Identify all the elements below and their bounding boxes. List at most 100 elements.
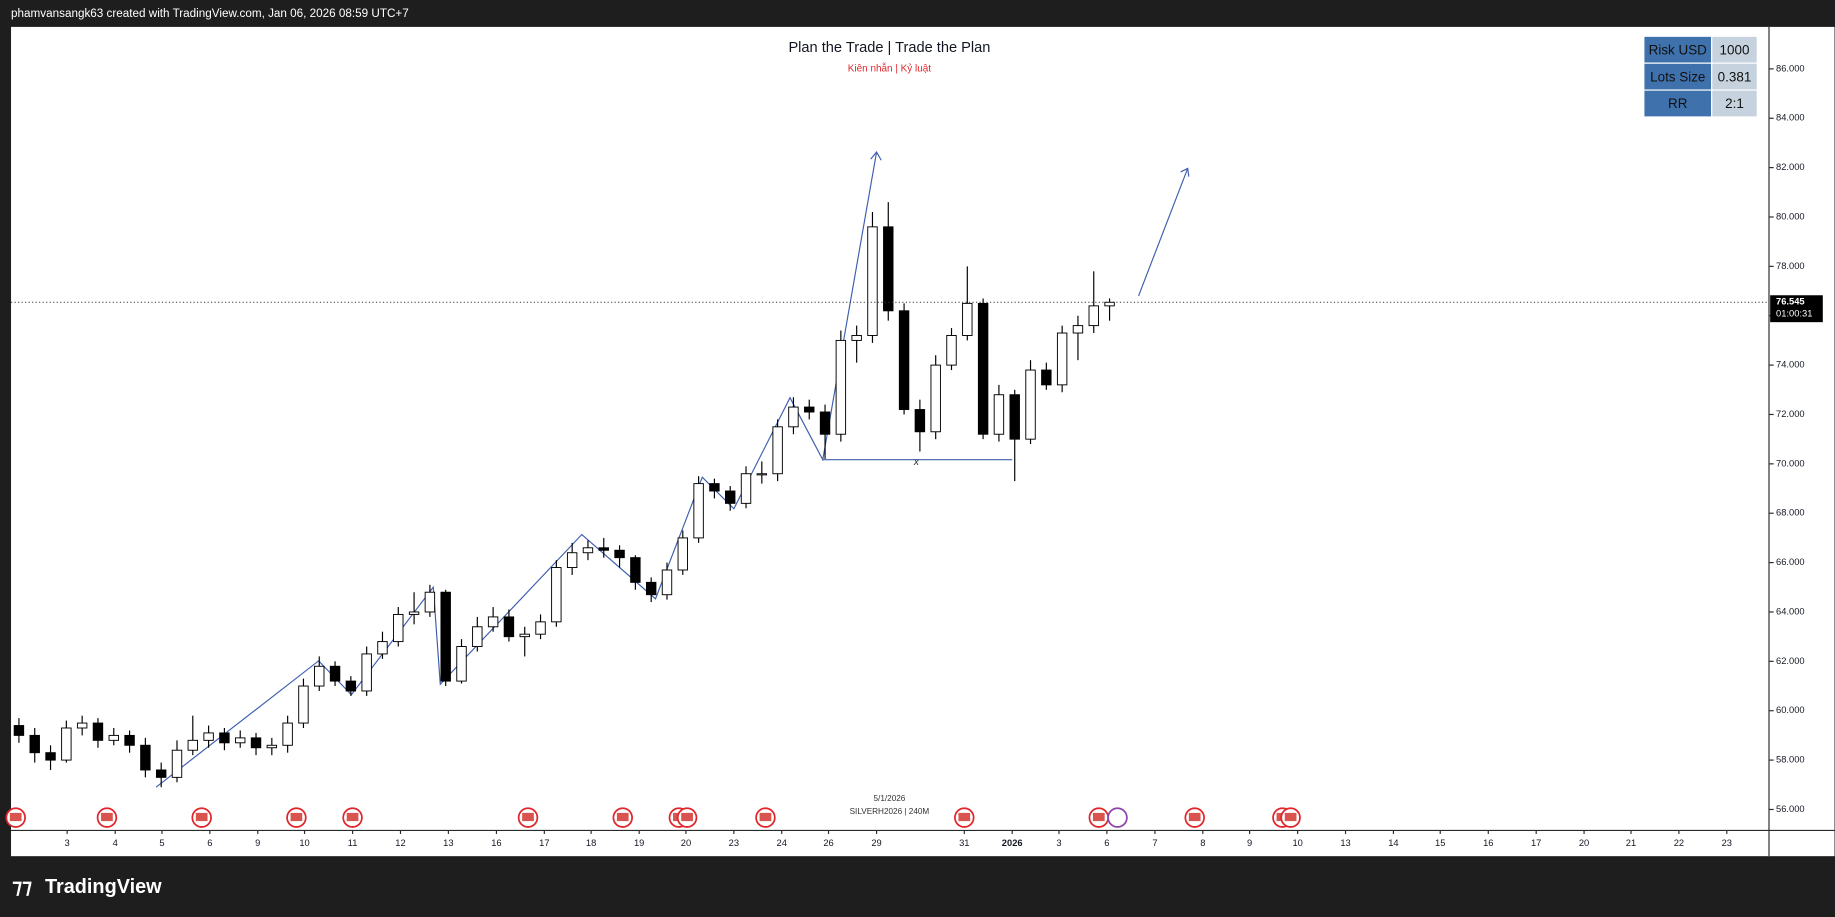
table-cell <box>1643 89 1713 118</box>
candle-body <box>630 557 641 583</box>
x-tick-label: 18 <box>586 838 596 848</box>
watermark-symbol: SILVERH2026 | 240M <box>850 807 930 816</box>
candle-body <box>1088 305 1099 327</box>
candle-body <box>930 364 941 433</box>
table-cell-text: Risk USD <box>1649 42 1708 57</box>
header-text: phamvansangk63 created with TradingView.… <box>11 7 409 20</box>
x-tick-label: 13 <box>1340 838 1350 848</box>
y-tick-label: 80.000 <box>1776 211 1805 221</box>
candle-body <box>29 734 40 754</box>
target-arrow <box>1138 168 1189 297</box>
y-tick-label: 84.000 <box>1776 113 1805 123</box>
x-tick-label: 2026 <box>1002 838 1023 848</box>
candle-body <box>282 722 293 746</box>
y-tick-label: 74.000 <box>1776 360 1805 370</box>
x-tick-label: 7 <box>1152 838 1157 848</box>
x-tick-label: 19 <box>634 838 644 848</box>
candle-body <box>804 406 815 413</box>
candle-body <box>171 749 183 778</box>
candle-body <box>1104 301 1115 307</box>
candle-body <box>76 722 88 729</box>
candle-body <box>835 339 847 435</box>
x-tick-label: 16 <box>491 838 501 848</box>
arrow-head <box>870 151 882 161</box>
x-tick-label: 3 <box>1056 838 1061 848</box>
candle-body <box>440 591 451 682</box>
candle-body <box>598 547 609 551</box>
y-tick-label: 60.000 <box>1776 705 1805 715</box>
x-tick-label: 23 <box>1722 838 1732 848</box>
candle-body <box>993 394 1005 435</box>
x-tick-label: 5 <box>159 838 164 848</box>
event-flag <box>290 812 303 822</box>
table-cell-text: 1000 <box>1720 42 1750 57</box>
watermark-date: 5/1/2026 <box>874 794 906 803</box>
candle-body <box>187 739 199 751</box>
candle-body <box>551 567 562 623</box>
y-tick-label: 64.000 <box>1776 606 1805 616</box>
candle-body <box>535 621 546 635</box>
candle-body <box>124 734 135 746</box>
candle-body <box>693 483 704 539</box>
candle-body <box>424 591 436 613</box>
candle-body <box>45 752 56 761</box>
candle-body <box>487 616 499 628</box>
x-tick-label: 11 <box>348 838 358 848</box>
candle-body <box>219 732 230 744</box>
y-tick-label: 56.000 <box>1776 804 1805 814</box>
candle-body <box>266 744 278 749</box>
x-tick-label: 21 <box>1626 838 1636 848</box>
candle-body <box>661 569 673 596</box>
x-tick-label: 9 <box>255 838 260 848</box>
event-flag <box>1284 812 1297 822</box>
candle-body <box>946 335 957 366</box>
candle-body <box>235 737 246 744</box>
event-flag <box>958 812 971 822</box>
y-tick-label: 86.000 <box>1776 63 1805 73</box>
event-flag <box>195 812 208 822</box>
candle-body <box>772 426 783 475</box>
y-tick-label: 82.000 <box>1776 162 1805 172</box>
x-tick-label: 9 <box>1247 838 1252 848</box>
y-tick-label: 62.000 <box>1776 656 1805 666</box>
risk-table: Risk USD 1000 Lots Size 0.381 RR 2:1 <box>1643 35 1758 118</box>
event-flag <box>101 812 113 822</box>
candle-body <box>740 473 752 504</box>
event-flag <box>1092 812 1105 822</box>
event-flag <box>759 812 772 822</box>
y-tick-label: 70.000 <box>1776 458 1805 468</box>
candle-body <box>61 727 72 761</box>
chart-subtitle: Kiên nhẫn | Kỷ luật <box>848 64 931 75</box>
table-cell-text: RR <box>1668 96 1688 111</box>
candle-body <box>345 680 357 692</box>
x-tick-label: 29 <box>871 838 881 848</box>
x-tick-label: 31 <box>959 838 969 848</box>
candle-body <box>108 734 119 741</box>
candle-body <box>1025 369 1036 440</box>
brand-logo: ⁊⁊ TradingView <box>12 876 162 898</box>
candle-body <box>408 611 420 615</box>
table-cell-text: Lots Size <box>1650 69 1705 84</box>
event-flag <box>616 812 629 822</box>
x-tick-label: 6 <box>207 838 212 848</box>
x-tick-label: 14 <box>1388 838 1398 848</box>
candle-body <box>92 722 104 741</box>
x-tick-label: 17 <box>539 838 549 848</box>
event-flag <box>681 812 693 822</box>
candle-body <box>819 411 831 435</box>
last-price-box <box>1770 295 1823 323</box>
x-tick-label: 22 <box>1674 838 1684 848</box>
candle-body <box>1041 369 1052 386</box>
x-tick-label: 17 <box>1531 838 1541 848</box>
event-icons <box>5 807 1301 828</box>
candle-body <box>377 641 388 655</box>
chart-title: Plan the Trade | Trade the Plan <box>788 40 990 56</box>
y-tick-label: 78.000 <box>1776 261 1805 271</box>
x-tick-label: 20 <box>1579 838 1589 848</box>
x-tick-label: 26 <box>823 838 833 848</box>
event-icon <box>1107 807 1128 828</box>
x-tick-label: 8 <box>1200 838 1205 848</box>
candle-body <box>566 552 578 569</box>
y-tick-label: 72.000 <box>1776 409 1805 419</box>
x-tick-label: 10 <box>299 838 309 848</box>
